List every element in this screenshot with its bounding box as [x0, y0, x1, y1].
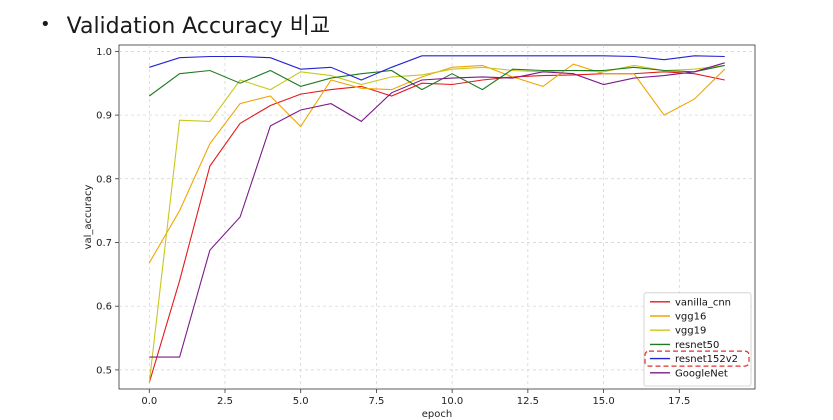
series-lines: [148, 55, 726, 383]
legend-entry-label: resnet50: [675, 340, 719, 351]
x-tick-label: 5.0: [293, 396, 309, 407]
y-tick-label: 0.6: [96, 302, 112, 313]
series-line-googlenet: [149, 62, 725, 358]
x-tick-label: 2.5: [217, 396, 233, 407]
axis-ticks: 0.0 2.5 5.0 7.5 10.0 12.5 15.0 17.5 0.5 0.6 0.7 0.8…: [96, 47, 690, 407]
x-tick-label: 12.5: [517, 396, 539, 407]
y-tick-label: 0.9: [96, 111, 112, 122]
slide-title-text: Validation Accuracy 비교: [66, 14, 331, 39]
legend-entry-label: resnet152v2: [675, 354, 738, 365]
y-tick-label: 0.5: [96, 365, 112, 376]
y-tick-label: 0.7: [96, 238, 112, 249]
x-tick-label: 7.5: [368, 396, 384, 407]
x-axis-label: epoch: [422, 409, 452, 420]
legend-entry-label: vgg16: [675, 312, 706, 323]
legend-highlight-box: [644, 350, 750, 367]
y-tick-label: 0.8: [96, 174, 112, 185]
series-line-vgg19: [148, 64, 725, 383]
x-tick-label: 10.0: [441, 396, 463, 407]
x-tick-label: 0.0: [141, 396, 157, 407]
y-tick-label: 1.0: [96, 47, 112, 58]
series-line-resnet152v2: [149, 55, 725, 81]
series-line-vgg16: [148, 63, 726, 264]
legend: vanilla_cnn vgg16 vgg19 resnet50 resnet152v2…: [643, 292, 752, 387]
slide-title: • Validation Accuracy 비교: [40, 4, 330, 44]
series-line-vanilla_cnn: [148, 71, 725, 383]
legend-box: [643, 292, 752, 387]
legend-entry-label: vanilla_cnn: [675, 297, 731, 308]
legend-entry-label: vgg19: [675, 326, 706, 337]
x-tick-label: 15.0: [592, 396, 614, 407]
x-tick-label: 17.5: [668, 396, 690, 407]
title-bullet: •: [40, 13, 51, 35]
legend-entry-label: GoogleNet: [675, 368, 728, 379]
plot-frame: [118, 44, 756, 390]
y-axis-label: val_accuracy: [83, 184, 94, 249]
series-line-resnet50: [148, 64, 725, 97]
